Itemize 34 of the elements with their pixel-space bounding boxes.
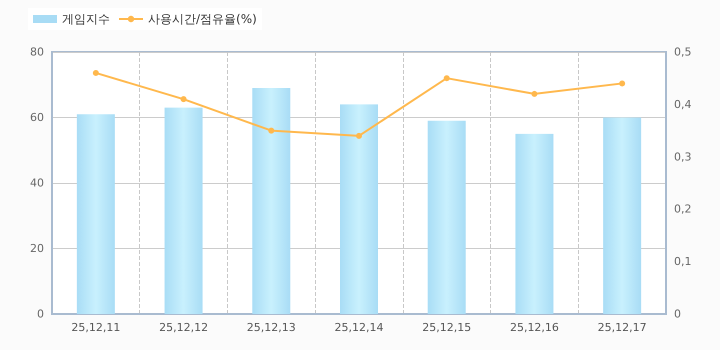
point	[619, 80, 626, 86]
x-tick-label: 25,12,11	[71, 321, 120, 334]
x-tick-label: 25,12,13	[246, 321, 296, 334]
bar	[252, 88, 290, 314]
y2-tick-label: 0,5	[674, 46, 692, 58]
x-tick-label: 25,12,14	[334, 321, 384, 334]
point	[444, 75, 450, 82]
x-tick-label: 25,12,16	[510, 321, 559, 334]
point	[268, 128, 274, 134]
y2-tick-label: 0	[674, 308, 681, 320]
y2-tick-label: 0,1	[674, 255, 692, 268]
bar	[603, 118, 642, 314]
bar	[76, 114, 115, 314]
y-tick-label: 40	[30, 176, 44, 190]
x-tick-label: 25,12,12	[159, 321, 208, 334]
x-tick-label: 25,12,17	[598, 321, 647, 334]
x-tick-label: 25,12,15	[422, 321, 472, 334]
y2-tick-label: 0,2	[674, 202, 692, 216]
point	[356, 132, 362, 139]
y2-tick-label: 0,3	[674, 150, 692, 164]
legend-label: 게임지수	[62, 12, 110, 26]
bar	[164, 108, 203, 314]
y-tick-label: 80	[30, 46, 44, 58]
legend-label: 사용시간/점유율(%)	[148, 12, 257, 26]
point	[92, 70, 99, 76]
y-tick-label: 20	[30, 242, 44, 255]
y-tick-label: 0	[37, 308, 44, 320]
point	[180, 96, 187, 102]
bar	[515, 134, 554, 314]
bar	[340, 104, 378, 314]
y-tick-label: 60	[30, 111, 44, 124]
point	[531, 90, 538, 97]
bar	[428, 120, 466, 314]
y2-tick-label: 0,4	[674, 98, 692, 111]
